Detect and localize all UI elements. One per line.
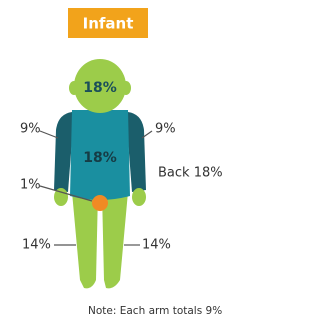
- note: Note: Each arm totals 9%: [88, 305, 222, 317]
- left-arm: [54, 112, 72, 192]
- genitals-label: 1%: [20, 178, 41, 193]
- right-leg-label: 14%: [142, 238, 171, 253]
- left-arm-label: 9%: [20, 122, 41, 137]
- title: Infant: [83, 15, 134, 33]
- front-label: 18%: [83, 150, 117, 166]
- right-hand: [132, 188, 146, 206]
- head-label: 18%: [83, 80, 117, 96]
- left-leg-label: 14%: [22, 238, 51, 253]
- leader-line: [40, 131, 58, 138]
- right-arm: [128, 112, 146, 192]
- genital-area: [92, 195, 108, 211]
- right-arm-label: 9%: [155, 122, 176, 137]
- back-label: Back 18%: [158, 166, 223, 181]
- rule-of-nines-diagram: Infant 18% 18% 9% 9% Back 18% 1% 14% 14%…: [0, 0, 287, 326]
